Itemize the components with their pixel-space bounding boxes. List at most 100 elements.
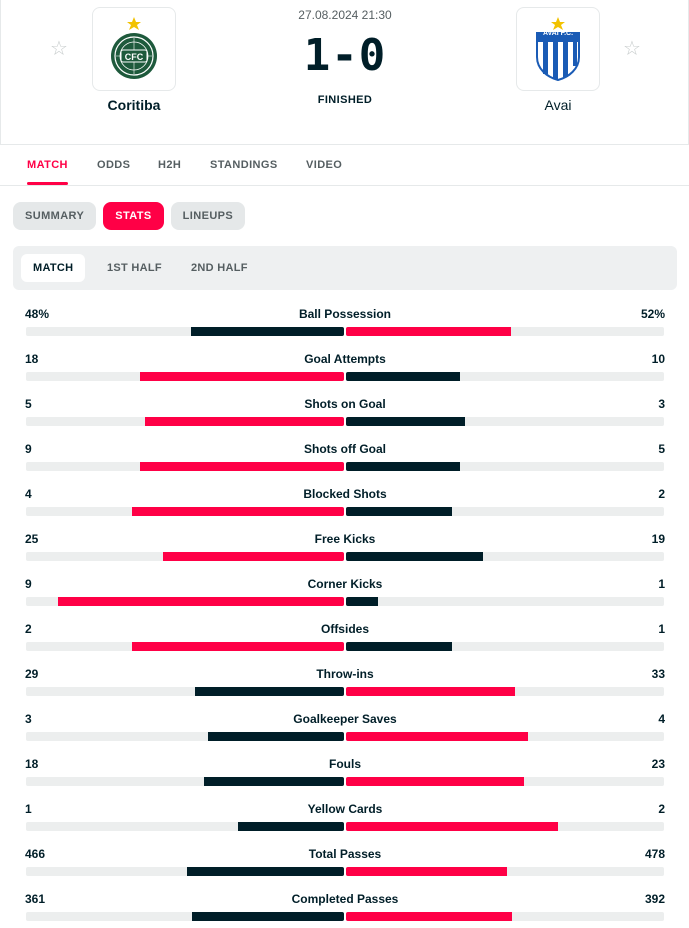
stat-home-bar bbox=[163, 552, 344, 561]
stat-row: 9 Corner Kicks 1 bbox=[25, 577, 665, 622]
stat-row: 29 Throw-ins 33 bbox=[25, 667, 665, 712]
tab-h2h[interactable]: H2H bbox=[158, 159, 182, 171]
coritiba-crest-icon bbox=[111, 17, 157, 79]
period-tab-1st-half[interactable]: 1ST HALF bbox=[107, 262, 162, 274]
stat-away-track bbox=[346, 327, 664, 336]
pill-summary[interactable]: SUMMARY bbox=[13, 202, 97, 230]
stat-home-value: 361 bbox=[25, 892, 46, 906]
stat-home-track bbox=[26, 552, 344, 561]
stat-away-value: 10 bbox=[651, 352, 665, 366]
home-team-logo[interactable] bbox=[92, 7, 176, 91]
period-tabs: MATCH 1ST HALF 2ND HALF bbox=[13, 246, 677, 290]
stat-home-bar bbox=[140, 372, 344, 381]
stat-away-track bbox=[346, 912, 664, 921]
stat-away-value: 2 bbox=[658, 487, 665, 501]
home-team-name[interactable]: Coritiba bbox=[107, 97, 161, 113]
stat-away-track bbox=[346, 687, 664, 696]
stat-away-track bbox=[346, 462, 664, 471]
stat-away-value: 52% bbox=[640, 307, 665, 321]
stat-home-bar bbox=[204, 777, 344, 786]
stat-home-track bbox=[26, 417, 344, 426]
detail-pills: SUMMARY STATS LINEUPS bbox=[13, 202, 246, 230]
pill-stats[interactable]: STATS bbox=[103, 202, 164, 230]
match-score: 1-0 bbox=[303, 30, 387, 81]
stat-away-bar bbox=[346, 372, 460, 381]
main-tabs: MATCH ODDS H2H STANDINGS VIDEO bbox=[0, 145, 689, 186]
stat-away-bar bbox=[346, 597, 378, 606]
stat-home-track bbox=[26, 687, 344, 696]
stat-home-bar bbox=[58, 597, 344, 606]
stat-away-bar bbox=[346, 507, 452, 516]
match-datetime: 27.08.2024 21:30 bbox=[298, 8, 392, 22]
stat-home-value: 25 bbox=[25, 532, 39, 546]
stat-away-bar bbox=[346, 822, 558, 831]
stat-home-value: 466 bbox=[25, 847, 46, 861]
stat-home-bar bbox=[145, 417, 344, 426]
stat-away-value: 3 bbox=[658, 397, 665, 411]
stat-away-value: 4 bbox=[658, 712, 665, 726]
pill-lineups[interactable]: LINEUPS bbox=[170, 202, 246, 230]
stat-home-track bbox=[26, 507, 344, 516]
away-team-logo[interactable] bbox=[516, 7, 600, 91]
stat-label: Fouls bbox=[329, 757, 361, 771]
stat-away-track bbox=[346, 597, 664, 606]
stat-home-value: 5 bbox=[25, 397, 32, 411]
stat-home-bar bbox=[238, 822, 344, 831]
tab-video[interactable]: VIDEO bbox=[306, 159, 343, 171]
stat-home-value: 48% bbox=[25, 307, 50, 321]
stat-label: Offsides bbox=[320, 622, 369, 636]
stat-home-track bbox=[26, 912, 344, 921]
stat-row: 361 Completed Passes 392 bbox=[25, 892, 665, 928]
stat-home-bar bbox=[195, 687, 344, 696]
stat-away-bar bbox=[346, 912, 512, 921]
stat-away-bar bbox=[346, 687, 515, 696]
tab-odds[interactable]: ODDS bbox=[97, 159, 131, 171]
stat-away-value: 23 bbox=[651, 757, 665, 771]
stat-away-track bbox=[346, 417, 664, 426]
stat-away-value: 2 bbox=[658, 802, 665, 816]
stat-row: 25 Free Kicks 19 bbox=[25, 532, 665, 577]
stat-home-track bbox=[26, 867, 344, 876]
period-tab-2nd-half[interactable]: 2ND HALF bbox=[191, 262, 248, 274]
stat-row: 466 Total Passes 478 bbox=[25, 847, 665, 892]
stat-home-track bbox=[26, 372, 344, 381]
stat-home-bar bbox=[132, 642, 344, 651]
stat-away-bar bbox=[346, 327, 511, 336]
stat-row: 3 Goalkeeper Saves 4 bbox=[25, 712, 665, 757]
stat-away-value: 5 bbox=[658, 442, 665, 456]
stat-home-track bbox=[26, 597, 344, 606]
stat-home-value: 29 bbox=[25, 667, 39, 681]
stat-row: 1 Yellow Cards 2 bbox=[25, 802, 665, 847]
avai-crest-icon bbox=[536, 17, 580, 81]
favorite-home-star-icon[interactable]: ☆ bbox=[50, 38, 68, 60]
stat-away-track bbox=[346, 552, 664, 561]
stat-away-track bbox=[346, 822, 664, 831]
away-team-name[interactable]: Avai bbox=[544, 97, 572, 113]
stat-away-bar bbox=[346, 867, 507, 876]
stat-away-bar bbox=[346, 642, 452, 651]
stat-away-track bbox=[346, 372, 664, 381]
stat-home-bar bbox=[191, 327, 344, 336]
period-tab-match[interactable]: MATCH bbox=[21, 254, 86, 282]
stat-away-bar bbox=[346, 777, 524, 786]
stat-label: Goal Attempts bbox=[304, 352, 386, 366]
away-logo-text: AVAÍ F.C. bbox=[542, 30, 574, 37]
stat-label: Goalkeeper Saves bbox=[293, 712, 397, 726]
stat-home-value: 4 bbox=[25, 487, 32, 501]
stat-away-value: 1 bbox=[658, 622, 665, 636]
stat-home-value: 9 bbox=[25, 577, 32, 591]
stat-label: Total Passes bbox=[308, 847, 382, 861]
stat-home-value: 18 bbox=[25, 352, 39, 366]
favorite-away-star-icon[interactable]: ☆ bbox=[623, 38, 641, 60]
stat-label: Corner Kicks bbox=[307, 577, 383, 591]
stat-away-track bbox=[346, 642, 664, 651]
stat-away-value: 478 bbox=[644, 847, 665, 861]
stat-row: 18 Goal Attempts 10 bbox=[25, 352, 665, 397]
tab-match[interactable]: MATCH bbox=[27, 159, 68, 171]
tab-standings[interactable]: STANDINGS bbox=[210, 159, 278, 171]
stat-away-value: 392 bbox=[644, 892, 665, 906]
home-logo-text: CFC bbox=[124, 52, 144, 62]
stat-home-track bbox=[26, 462, 344, 471]
stat-home-track bbox=[26, 327, 344, 336]
stat-away-value: 19 bbox=[651, 532, 665, 546]
